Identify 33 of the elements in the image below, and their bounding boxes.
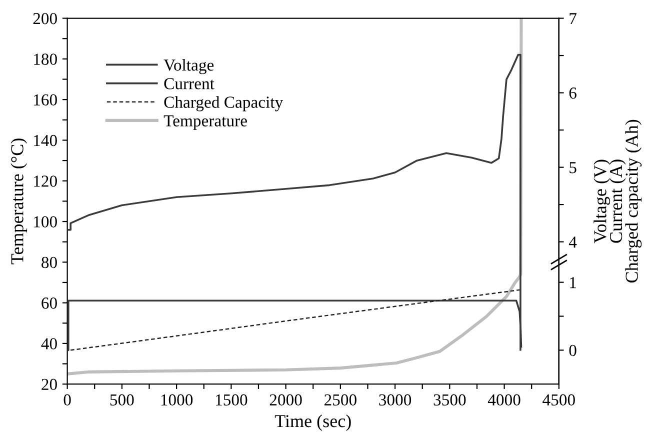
y-tick-label: 60: [42, 298, 57, 309]
y-tick-label: 40: [41, 338, 57, 350]
y3-tick-label: 7: [570, 13, 576, 24]
x-tick-label: 1000: [161, 394, 193, 406]
legend-label: Temperature: [164, 115, 247, 130]
y3-tick-label: 4: [568, 236, 577, 248]
y-tick-label: 120: [34, 176, 57, 187]
y2-axis-title: Voltage (V) Current (A) Charged capacity (Ah): [594, 120, 642, 283]
y2-tick-label: 1: [570, 277, 576, 288]
legend-label: Current: [164, 78, 214, 90]
y-tick-label: 180: [34, 54, 57, 65]
x-axis-title: Time (sec): [274, 414, 351, 431]
y-tick-label: 200: [33, 12, 57, 24]
x-tick-label: 2000: [270, 394, 302, 406]
x-tick-label: 4500: [542, 394, 575, 406]
x-tick-label: 2500: [324, 394, 356, 406]
y-tick-label: 20: [42, 378, 57, 390]
x-tick-label: 500: [110, 394, 134, 406]
legend-label: Voltage: [164, 58, 214, 74]
legend-label: Charged Capacity: [164, 96, 284, 112]
y-tick-label: 100: [34, 216, 57, 228]
x-tick-label: 3000: [379, 394, 412, 406]
y2-tick-label: 0: [569, 344, 576, 356]
y-axis-title: Temperature (°C): [10, 138, 28, 264]
x-tick-label: 3500: [434, 394, 466, 406]
y3-tick-label: 6: [569, 88, 576, 99]
y-tick-label: 140: [34, 134, 57, 146]
x-tick-label: 0: [64, 394, 71, 406]
y3-tick-label: 5: [570, 162, 576, 174]
x-tick-label: 1500: [216, 394, 248, 406]
y-tick-label: 80: [42, 256, 57, 268]
x-tick-label: 4000: [488, 394, 520, 406]
y-tick-label: 160: [34, 94, 57, 106]
